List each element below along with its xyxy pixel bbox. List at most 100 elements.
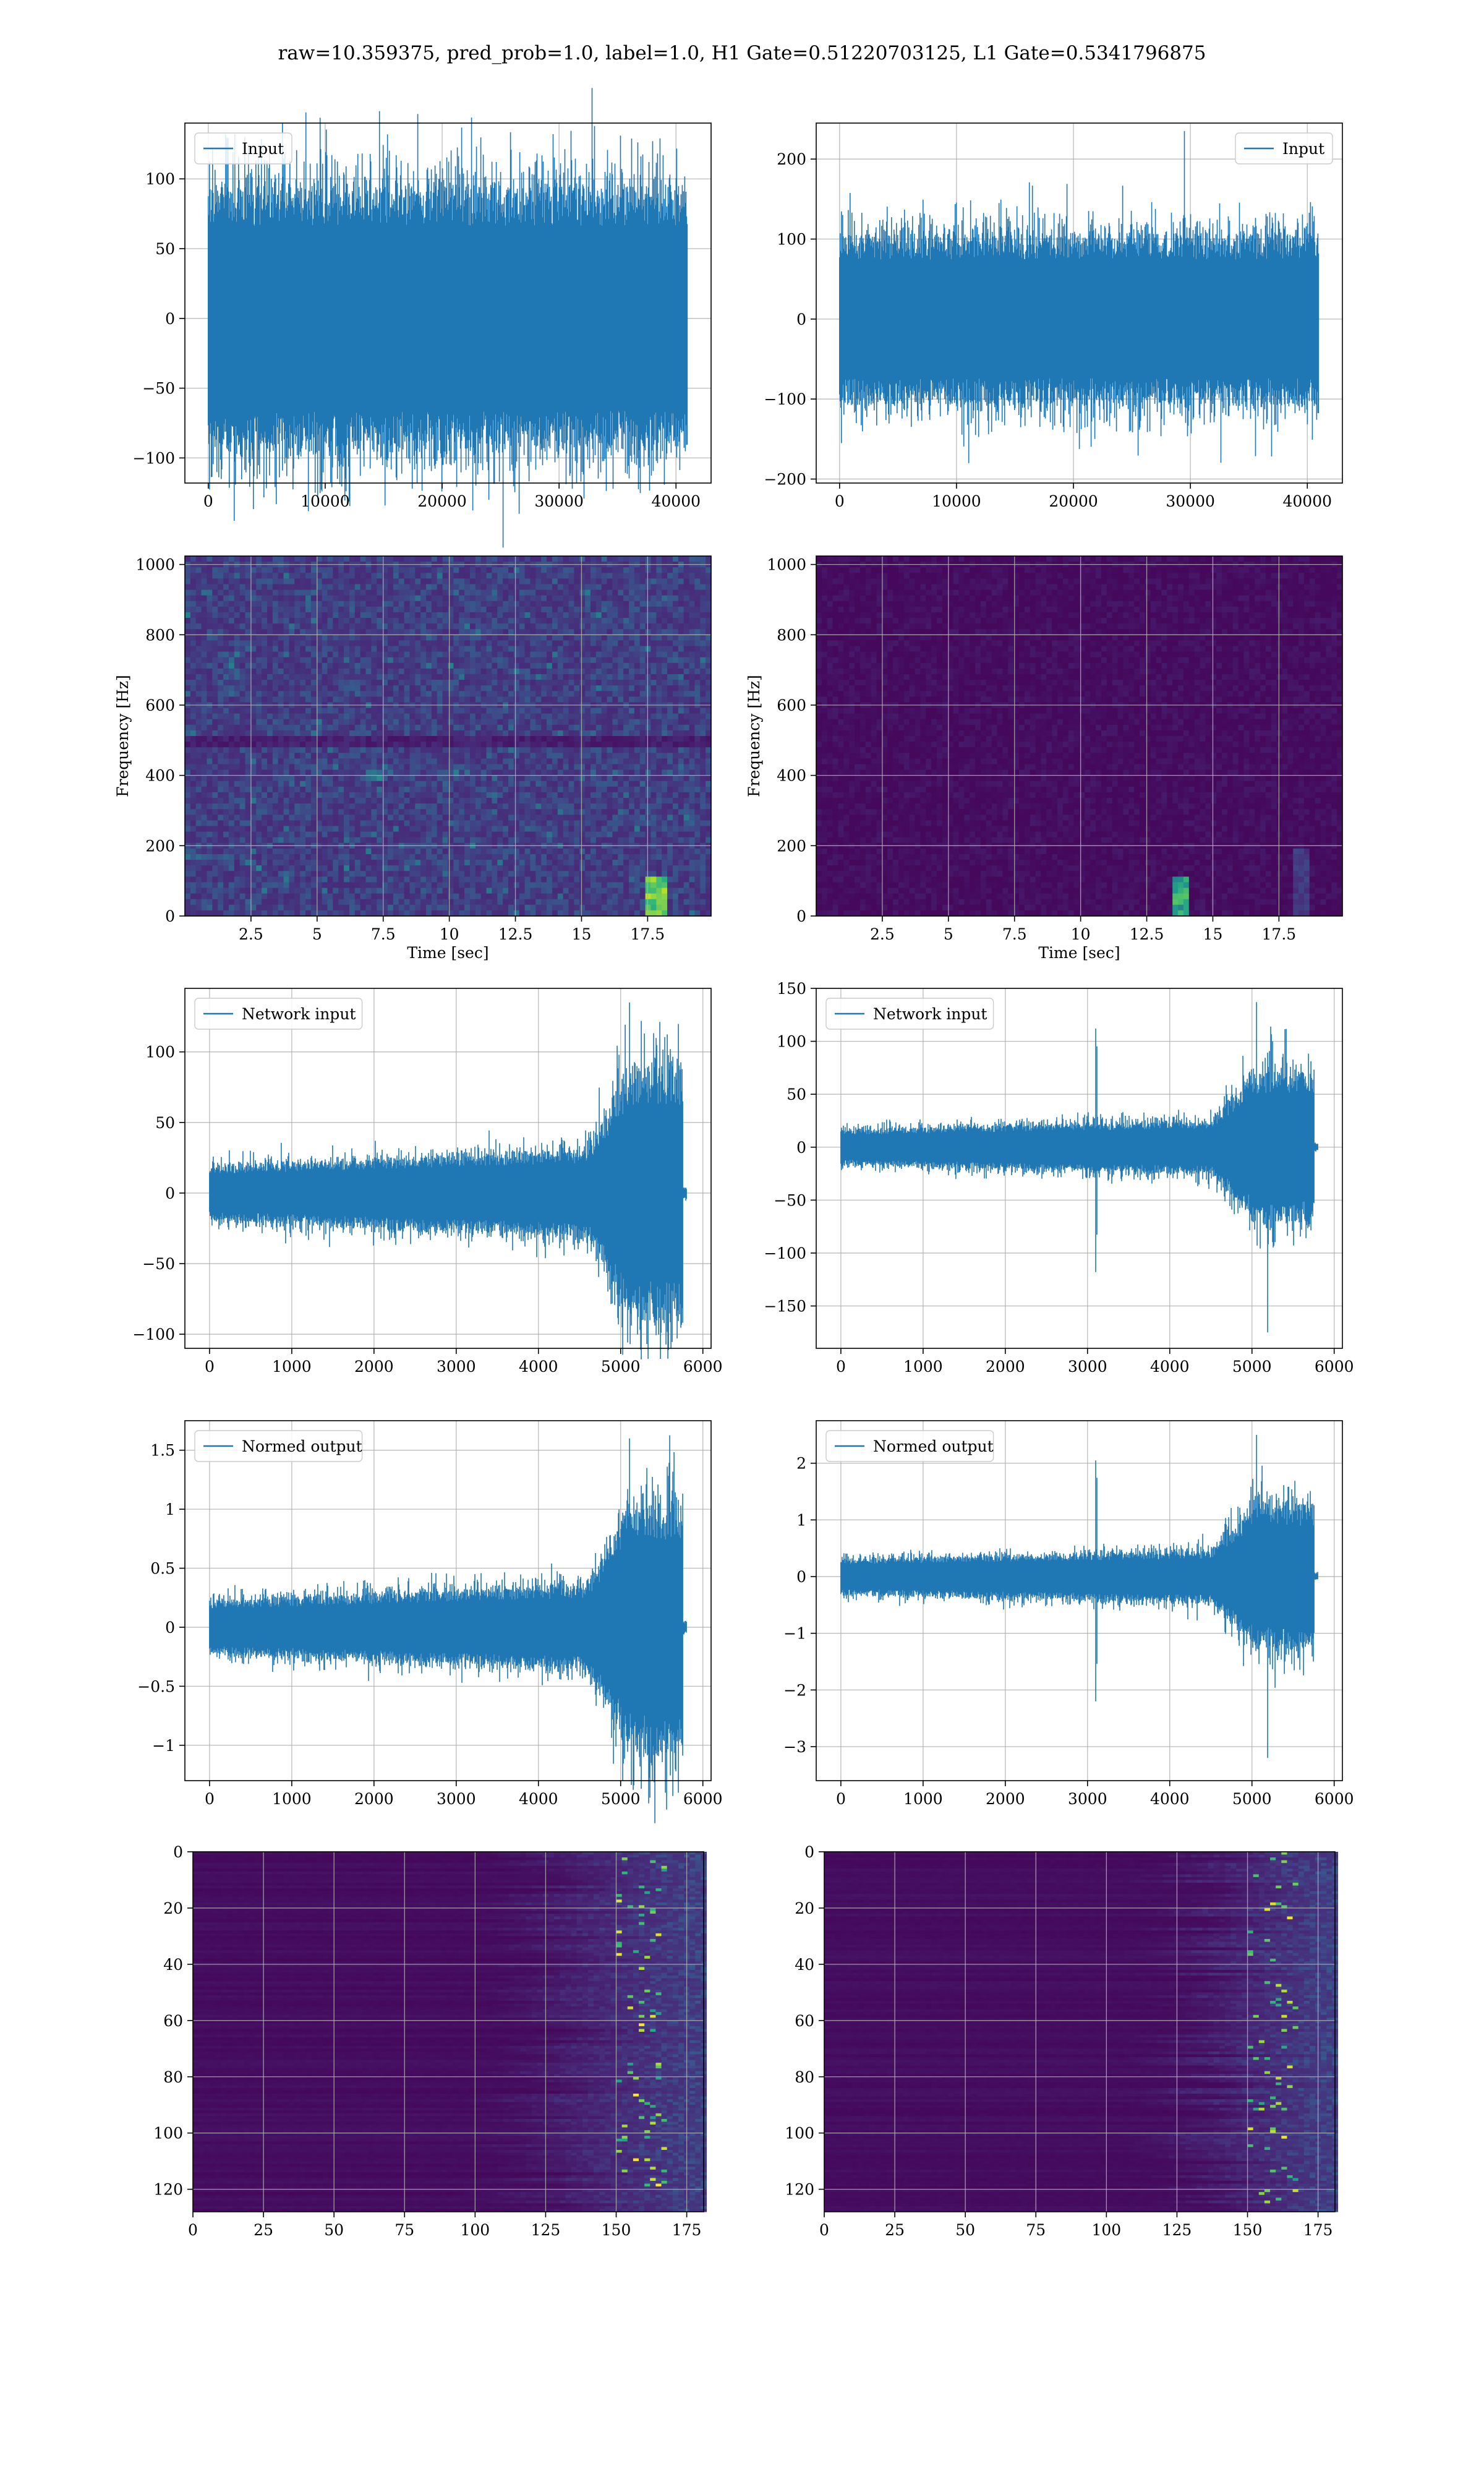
y-tick-label-0: 0 [804, 1843, 814, 1861]
x-tick-label-2: 2000 [986, 1358, 1025, 1376]
x-tick-label-3: 3000 [1068, 1358, 1107, 1376]
y-tick-label-2: −1 [783, 1625, 806, 1643]
chart-h1-network-input: 0 1000 2000 3000 4000 5000 6000−100−50050100Ne… [132, 988, 722, 1376]
y-tick-label-5: 1000 [135, 556, 175, 574]
y-tick-label-1: −2 [783, 1681, 806, 1699]
heatmap-cells [185, 556, 712, 917]
y-tick-label-4: 50 [787, 1085, 806, 1103]
y-tick-label-0: −150 [764, 1298, 806, 1316]
x-tick-label-4: 4000 [519, 1790, 558, 1808]
legend-entry: Network input [242, 1005, 356, 1023]
legend: Network input [826, 998, 994, 1029]
x-tick-label-1: 25 [254, 2221, 273, 2239]
x-tick-label-2: 7.5 [1002, 925, 1027, 943]
x-tick-label-4: 12.5 [1130, 925, 1164, 943]
x-tick-label-0: 0 [205, 1790, 215, 1808]
x-tick-label-3: 3000 [1068, 1790, 1107, 1808]
y-tick-label-4: 800 [145, 626, 175, 644]
x-tick-label-3: 75 [1026, 2221, 1046, 2239]
x-tick-label-0: 0 [205, 1358, 215, 1376]
y-tick-label-1: 200 [777, 837, 806, 855]
y-tick-label-2: 0 [165, 310, 175, 328]
x-tick-label-5: 125 [531, 2221, 561, 2239]
y-tick-label-0: 0 [165, 907, 175, 925]
y-tick-label-2: −50 [774, 1191, 806, 1209]
x-tick-label-6: 150 [1233, 2221, 1263, 2239]
x-axis-label: Time [sec] [407, 944, 488, 962]
y-tick-label-0: −3 [783, 1738, 806, 1756]
x-tick-label-2: 7.5 [371, 925, 396, 943]
y-axis-label: Frequency [Hz] [114, 675, 132, 797]
x-tick-label-4: 12.5 [498, 925, 533, 943]
legend: Normed output [826, 1431, 994, 1462]
y-tick-label-5: 1.5 [150, 1442, 175, 1460]
x-tick-label-0: 0 [203, 492, 213, 510]
heatmap-cells [193, 1852, 707, 2212]
y-tick-label-1: −50 [142, 380, 175, 398]
x-tick-label-2: 20000 [1049, 492, 1098, 510]
x-tick-label-6: 6000 [683, 1790, 723, 1808]
x-tick-label-7: 175 [672, 2221, 702, 2239]
x-tick-label-1: 10000 [301, 492, 350, 510]
y-tick-label-0: −200 [764, 471, 806, 489]
y-tick-label-0: −1 [152, 1737, 175, 1755]
legend: Network input [195, 998, 362, 1029]
y-tick-label-4: 800 [777, 626, 806, 644]
x-tick-label-4: 4000 [1150, 1358, 1190, 1376]
y-tick-label-0: −100 [132, 449, 175, 467]
y-tick-label-5: 100 [777, 1033, 806, 1051]
y-tick-label-3: 0 [796, 1568, 806, 1586]
x-tick-label-5: 5000 [1232, 1790, 1272, 1808]
y-tick-label-1: 200 [145, 837, 175, 855]
x-tick-label-1: 25 [885, 2221, 905, 2239]
x-tick-label-4: 4000 [1150, 1790, 1190, 1808]
x-tick-label-2: 2000 [986, 1790, 1025, 1808]
y-tick-label-2: 0 [165, 1184, 175, 1202]
y-tick-label-3: 60 [163, 2012, 183, 2030]
x-tick-label-3: 75 [394, 2221, 414, 2239]
y-tick-label-1: 20 [163, 1899, 183, 1917]
x-tick-label-3: 3000 [437, 1358, 476, 1376]
x-tick-label-1: 5 [312, 925, 322, 943]
y-tick-label-1: 20 [795, 1899, 814, 1917]
y-tick-label-3: 600 [777, 696, 806, 714]
y-tick-label-3: 600 [145, 696, 175, 714]
y-tick-label-2: 0 [165, 1619, 175, 1637]
x-tick-label-5: 125 [1162, 2221, 1192, 2239]
y-tick-label-4: 80 [795, 2068, 814, 2086]
y-tick-label-3: 50 [155, 240, 175, 258]
y-tick-label-2: 400 [145, 767, 175, 785]
x-tick-label-5: 15 [1203, 925, 1223, 943]
x-tick-label-0: 0 [835, 492, 845, 510]
y-tick-label-4: 1 [165, 1500, 175, 1518]
x-tick-label-5: 5000 [601, 1790, 641, 1808]
y-tick-label-4: 1 [796, 1511, 806, 1529]
y-tick-label-1: −50 [142, 1255, 175, 1273]
x-tick-label-7: 175 [1303, 2221, 1333, 2239]
y-tick-label-6: 120 [153, 2181, 183, 2199]
chart-l1-normed-output: 0 1000 2000 3000 4000 5000 6000−3−2−1012Normed… [783, 1421, 1354, 1808]
x-tick-label-5: 5000 [601, 1358, 641, 1376]
x-tick-label-0: 0 [836, 1790, 846, 1808]
legend-entry: Input [1282, 140, 1324, 158]
y-tick-label-3: 0 [796, 1139, 806, 1157]
x-tick-label-0: 0 [188, 2221, 198, 2239]
x-tick-label-3: 10 [1071, 925, 1091, 943]
y-tick-label-3: 50 [155, 1114, 175, 1132]
legend: Normed output [195, 1431, 362, 1462]
x-tick-label-6: 6000 [1315, 1358, 1354, 1376]
chart-l1-network-input: 0 1000 2000 3000 4000 5000 6000−150−100−500501… [764, 980, 1354, 1376]
x-tick-label-4: 100 [460, 2221, 490, 2239]
y-tick-label-0: −100 [132, 1325, 175, 1343]
x-tick-label-1: 1000 [903, 1358, 943, 1376]
x-tick-label-2: 2000 [354, 1358, 394, 1376]
x-tick-label-3: 10 [440, 925, 459, 943]
x-tick-label-6: 6000 [1315, 1790, 1354, 1808]
legend: Input [195, 133, 292, 164]
y-tick-label-2: 40 [795, 1956, 814, 1974]
x-tick-label-1: 10000 [932, 492, 981, 510]
y-axis-label: Frequency [Hz] [745, 675, 763, 797]
x-tick-label-3: 30000 [1166, 492, 1215, 510]
